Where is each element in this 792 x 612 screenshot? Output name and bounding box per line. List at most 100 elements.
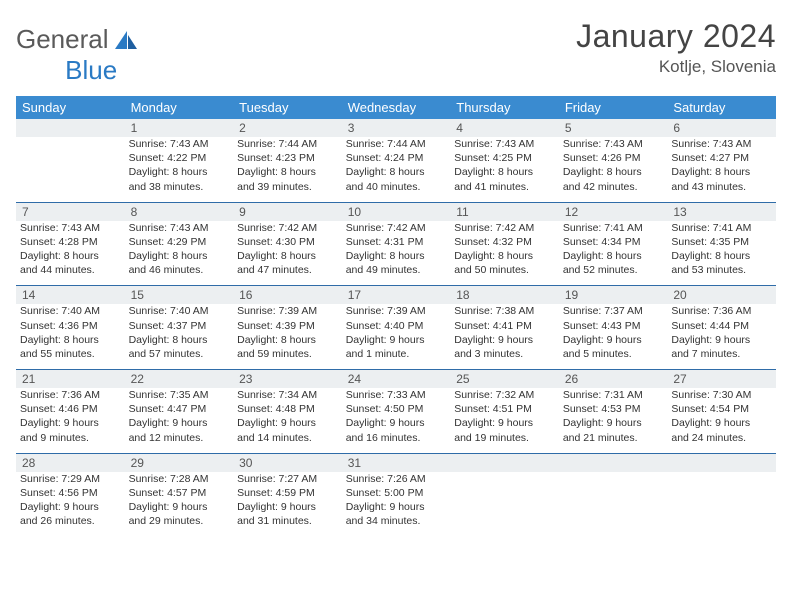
- daylight-line2: and 26 minutes.: [20, 514, 121, 528]
- day-cell: Sunrise: 7:35 AMSunset: 4:47 PMDaylight:…: [125, 388, 234, 453]
- sunrise-text: Sunrise: 7:43 AM: [20, 221, 121, 235]
- sunset-text: Sunset: 4:37 PM: [129, 319, 230, 333]
- sunset-text: Sunset: 4:57 PM: [129, 486, 230, 500]
- daylight-line1: Daylight: 9 hours: [563, 333, 664, 347]
- day-number: 30: [233, 453, 342, 472]
- day-cell: Sunrise: 7:43 AMSunset: 4:22 PMDaylight:…: [125, 137, 234, 202]
- daylight-line2: and 24 minutes.: [671, 431, 772, 445]
- day-cell: Sunrise: 7:40 AMSunset: 4:37 PMDaylight:…: [125, 304, 234, 369]
- day-number: 13: [667, 202, 776, 221]
- daylight-line1: Daylight: 8 hours: [129, 165, 230, 179]
- sunset-text: Sunset: 4:34 PM: [563, 235, 664, 249]
- daylight-line2: and 1 minute.: [346, 347, 447, 361]
- sunrise-text: Sunrise: 7:33 AM: [346, 388, 447, 402]
- daylight-line2: and 41 minutes.: [454, 180, 555, 194]
- day-number: 6: [667, 119, 776, 137]
- day-number: 10: [342, 202, 451, 221]
- day-cell: Sunrise: 7:37 AMSunset: 4:43 PMDaylight:…: [559, 304, 668, 369]
- daylight-line2: and 55 minutes.: [20, 347, 121, 361]
- sunrise-text: Sunrise: 7:42 AM: [454, 221, 555, 235]
- sunrise-text: Sunrise: 7:36 AM: [20, 388, 121, 402]
- daylight-line2: and 29 minutes.: [129, 514, 230, 528]
- daylight-line2: and 53 minutes.: [671, 263, 772, 277]
- sunrise-text: Sunrise: 7:42 AM: [346, 221, 447, 235]
- day-cell: Sunrise: 7:28 AMSunset: 4:57 PMDaylight:…: [125, 472, 234, 537]
- daylight-line1: Daylight: 8 hours: [454, 165, 555, 179]
- day-cell: Sunrise: 7:42 AMSunset: 4:32 PMDaylight:…: [450, 221, 559, 286]
- day-cell: Sunrise: 7:42 AMSunset: 4:30 PMDaylight:…: [233, 221, 342, 286]
- sunset-text: Sunset: 4:35 PM: [671, 235, 772, 249]
- sunrise-text: Sunrise: 7:30 AM: [671, 388, 772, 402]
- day-cell: Sunrise: 7:36 AMSunset: 4:46 PMDaylight:…: [16, 388, 125, 453]
- sunrise-text: Sunrise: 7:43 AM: [671, 137, 772, 151]
- calendar-body: 123456Sunrise: 7:43 AMSunset: 4:22 PMDay…: [16, 119, 776, 536]
- day-number: 31: [342, 453, 451, 472]
- daylight-line2: and 3 minutes.: [454, 347, 555, 361]
- daylight-line2: and 46 minutes.: [129, 263, 230, 277]
- day-number: 1: [125, 119, 234, 137]
- sunrise-text: Sunrise: 7:37 AM: [563, 304, 664, 318]
- daylight-line2: and 19 minutes.: [454, 431, 555, 445]
- sunset-text: Sunset: 4:24 PM: [346, 151, 447, 165]
- sunrise-text: Sunrise: 7:39 AM: [237, 304, 338, 318]
- day-number-row: 78910111213: [16, 202, 776, 221]
- day-cell: Sunrise: 7:30 AMSunset: 4:54 PMDaylight:…: [667, 388, 776, 453]
- daylight-line1: Daylight: 8 hours: [671, 249, 772, 263]
- day-cell: Sunrise: 7:44 AMSunset: 4:24 PMDaylight:…: [342, 137, 451, 202]
- daylight-line1: Daylight: 8 hours: [237, 249, 338, 263]
- day-cell: [559, 472, 668, 537]
- day-number: 17: [342, 286, 451, 305]
- brand-logo: General: [16, 24, 139, 55]
- sunset-text: Sunset: 4:39 PM: [237, 319, 338, 333]
- daylight-line2: and 59 minutes.: [237, 347, 338, 361]
- daylight-line1: Daylight: 9 hours: [671, 333, 772, 347]
- daylight-line2: and 7 minutes.: [671, 347, 772, 361]
- daylight-line2: and 31 minutes.: [237, 514, 338, 528]
- day-number-row: 14151617181920: [16, 286, 776, 305]
- sunrise-text: Sunrise: 7:44 AM: [346, 137, 447, 151]
- day-cell: Sunrise: 7:32 AMSunset: 4:51 PMDaylight:…: [450, 388, 559, 453]
- daylight-line1: Daylight: 8 hours: [563, 165, 664, 179]
- week-row: Sunrise: 7:43 AMSunset: 4:22 PMDaylight:…: [16, 137, 776, 202]
- day-number: 16: [233, 286, 342, 305]
- day-number: [16, 119, 125, 137]
- sunrise-text: Sunrise: 7:27 AM: [237, 472, 338, 486]
- day-cell: Sunrise: 7:43 AMSunset: 4:26 PMDaylight:…: [559, 137, 668, 202]
- sunrise-text: Sunrise: 7:40 AM: [129, 304, 230, 318]
- daylight-line1: Daylight: 9 hours: [129, 500, 230, 514]
- daylight-line1: Daylight: 8 hours: [671, 165, 772, 179]
- sunset-text: Sunset: 4:44 PM: [671, 319, 772, 333]
- daylight-line2: and 47 minutes.: [237, 263, 338, 277]
- week-row: Sunrise: 7:40 AMSunset: 4:36 PMDaylight:…: [16, 304, 776, 369]
- day-cell: Sunrise: 7:39 AMSunset: 4:40 PMDaylight:…: [342, 304, 451, 369]
- day-number: 11: [450, 202, 559, 221]
- day-number: 15: [125, 286, 234, 305]
- sunset-text: Sunset: 4:43 PM: [563, 319, 664, 333]
- sunrise-text: Sunrise: 7:43 AM: [129, 221, 230, 235]
- sunrise-text: Sunrise: 7:43 AM: [129, 137, 230, 151]
- daylight-line1: Daylight: 9 hours: [346, 416, 447, 430]
- sunrise-text: Sunrise: 7:31 AM: [563, 388, 664, 402]
- sail-icon: [113, 29, 139, 51]
- sunset-text: Sunset: 4:48 PM: [237, 402, 338, 416]
- brand-word-2: Blue: [65, 55, 117, 86]
- day-number: 29: [125, 453, 234, 472]
- day-cell: Sunrise: 7:39 AMSunset: 4:39 PMDaylight:…: [233, 304, 342, 369]
- day-number: 26: [559, 370, 668, 389]
- daylight-line1: Daylight: 9 hours: [454, 333, 555, 347]
- sunrise-text: Sunrise: 7:32 AM: [454, 388, 555, 402]
- day-cell: Sunrise: 7:41 AMSunset: 4:34 PMDaylight:…: [559, 221, 668, 286]
- day-number: 22: [125, 370, 234, 389]
- day-cell: Sunrise: 7:27 AMSunset: 4:59 PMDaylight:…: [233, 472, 342, 537]
- daylight-line2: and 50 minutes.: [454, 263, 555, 277]
- day-cell: Sunrise: 7:43 AMSunset: 4:27 PMDaylight:…: [667, 137, 776, 202]
- sunrise-text: Sunrise: 7:35 AM: [129, 388, 230, 402]
- day-number: 24: [342, 370, 451, 389]
- day-cell: Sunrise: 7:31 AMSunset: 4:53 PMDaylight:…: [559, 388, 668, 453]
- daylight-line1: Daylight: 9 hours: [237, 500, 338, 514]
- sunset-text: Sunset: 4:47 PM: [129, 402, 230, 416]
- sunrise-text: Sunrise: 7:42 AM: [237, 221, 338, 235]
- daylight-line1: Daylight: 8 hours: [346, 165, 447, 179]
- day-number: 9: [233, 202, 342, 221]
- brand-word-1: General: [16, 24, 109, 55]
